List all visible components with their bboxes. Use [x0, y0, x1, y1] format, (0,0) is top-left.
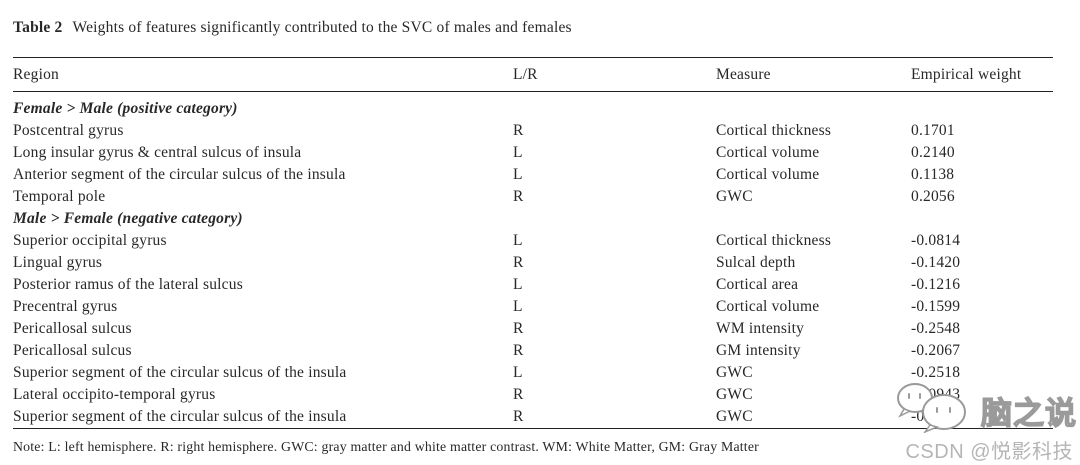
measure-cell: Cortical thickness	[716, 122, 832, 139]
lr-cell: R	[513, 320, 524, 337]
table-row: Pericallosal sulcus R WM intensity -0.2548	[13, 318, 1053, 340]
table-row: Superior segment of the circular sulcus …	[13, 406, 1053, 429]
table-row: Pericallosal sulcus R GM intensity -0.2067	[13, 340, 1053, 362]
table-row: Anterior segment of the circular sulcus …	[13, 164, 1053, 186]
table-row: Superior occipital gyrus L Cortical thickn…	[13, 230, 1053, 252]
region-cell: Postcentral gyrus	[13, 122, 124, 139]
measure-cell: GWC	[716, 364, 753, 381]
lr-cell: R	[513, 408, 524, 425]
measure-cell: Cortical volume	[716, 166, 820, 183]
region-cell: Precentral gyrus	[13, 298, 118, 315]
weight-cell: -0.1216	[911, 276, 961, 293]
section-label: Male > Female (negative category)	[13, 210, 243, 227]
region-cell: Lateral occipito-temporal gyrus	[13, 386, 216, 403]
region-cell: Lingual gyrus	[13, 254, 103, 271]
table-title: Table 2 Weights of features significantly…	[13, 19, 572, 37]
table-row: Posterior ramus of the lateral sulcus L Co…	[13, 274, 1053, 296]
region-cell: Temporal pole	[13, 188, 106, 205]
table-row: Lingual gyrus R Sulcal depth -0.1420	[13, 252, 1053, 274]
table-body: Female > Male (positive category) Postcen…	[13, 92, 1053, 429]
measure-cell: Sulcal depth	[716, 254, 796, 271]
region-cell: Long insular gyrus & central sulcus of i…	[13, 144, 302, 161]
weight-cell: -0.2548	[911, 320, 961, 337]
lr-cell: L	[513, 232, 523, 249]
measure-cell: WM intensity	[716, 320, 805, 337]
lr-cell: R	[513, 254, 524, 271]
lr-cell: L	[513, 166, 523, 183]
lr-cell: L	[513, 364, 523, 381]
section-row: Male > Female (negative category)	[13, 208, 1053, 230]
measure-cell: GWC	[716, 408, 753, 425]
weight-cell: -0.1599	[911, 298, 961, 315]
measure-cell: GWC	[716, 188, 753, 205]
lr-cell: L	[513, 276, 523, 293]
weight-cell: -0.2067	[911, 342, 961, 359]
table-row: Long insular gyrus & central sulcus of i…	[13, 142, 1053, 164]
table-caption: Weights of features significantly contri…	[72, 19, 572, 36]
lr-cell: L	[513, 144, 523, 161]
weight-cell: 0.1138	[911, 166, 955, 183]
weight-cell: -0.0814	[911, 232, 961, 249]
lr-cell: R	[513, 386, 524, 403]
measure-cell: Cortical volume	[716, 144, 820, 161]
weights-table: Region L/R Measure Empirical weight Fema…	[13, 57, 1053, 429]
section-row: Female > Male (positive category)	[13, 92, 1053, 121]
region-cell: Superior occipital gyrus	[13, 232, 167, 249]
wechat-bubbles-icon	[897, 383, 966, 433]
measure-cell: Cortical thickness	[716, 232, 832, 249]
table-number: Table 2	[13, 19, 63, 36]
weight-cell: -0.1420	[911, 254, 961, 271]
col-header-region: Region	[13, 57, 513, 92]
table-row: Precentral gyrus L Cortical volume -0.1599	[13, 296, 1053, 318]
col-header-measure: Measure	[716, 57, 911, 92]
region-cell: Superior segment of the circular sulcus …	[13, 364, 347, 381]
weight-cell: 0.2140	[911, 144, 955, 161]
measure-cell: Cortical area	[716, 276, 799, 293]
lr-cell: R	[513, 188, 524, 205]
weight-cell: 0.2056	[911, 188, 955, 205]
weight-cell: -0.2518	[911, 364, 961, 381]
lr-cell: R	[513, 342, 524, 359]
measure-cell: GWC	[716, 386, 753, 403]
region-cell: Anterior segment of the circular sulcus …	[13, 166, 346, 183]
table-row: Superior segment of the circular sulcus …	[13, 362, 1053, 384]
weight-cell: 0.1701	[911, 122, 955, 139]
region-cell: Pericallosal sulcus	[13, 320, 132, 337]
measure-cell: Cortical volume	[716, 298, 820, 315]
table-row: Postcentral gyrus R Cortical thickness 0.17…	[13, 120, 1053, 142]
measure-cell: GM intensity	[716, 342, 801, 359]
section-label: Female > Male (positive category)	[13, 100, 238, 117]
lr-cell: R	[513, 122, 524, 139]
lr-cell: L	[513, 298, 523, 315]
watermark-credit-text: CSDN @悦影科技	[905, 441, 1073, 463]
region-cell: Posterior ramus of the lateral sulcus	[13, 276, 243, 293]
col-header-empirical-weight: Empirical weight	[911, 57, 1053, 92]
table-header: Region L/R Measure Empirical weight	[13, 57, 1053, 92]
header-row: Region L/R Measure Empirical weight	[13, 57, 1053, 92]
table-footnote: Note: L: left hemisphere. R: right hemis…	[13, 439, 759, 454]
table-row: Temporal pole R GWC 0.2056	[13, 186, 1053, 208]
watermark-brand-text: 脑之说	[980, 395, 1077, 431]
col-header-lr: L/R	[513, 57, 716, 92]
region-cell: Superior segment of the circular sulcus …	[13, 408, 347, 425]
region-cell: Pericallosal sulcus	[13, 342, 132, 359]
